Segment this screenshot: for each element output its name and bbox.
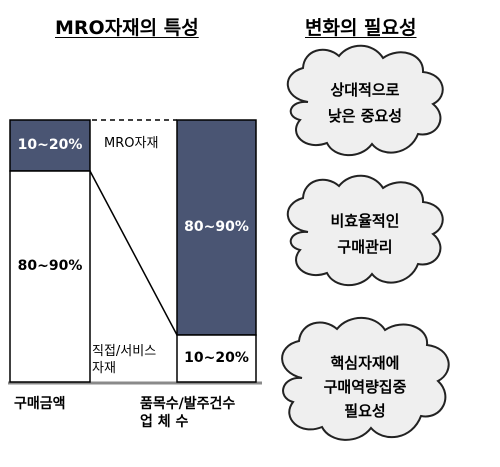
right-bar-bottom-segment (176, 334, 257, 383)
direct-service-label-line2: 자재 (92, 361, 116, 376)
cloud-1-line-1: 상대적으로 (330, 81, 400, 99)
heading-need-for-change: 변화의 필요성 (305, 17, 417, 39)
cloud-2-line-2: 구매관리 (337, 238, 393, 256)
right-axis-label-line2: 업 체 수 (140, 414, 189, 430)
left-bar-top-segment (9, 119, 91, 172)
left-bar-top-value: 10~20% (17, 137, 83, 153)
right-bar-top-value: 80~90% (184, 219, 249, 235)
left-bar-bottom-value: 80~90% (17, 258, 83, 274)
cloud-3-line-3: 필요성 (344, 402, 386, 420)
right-axis-label-line1: 품목수/발주건수 (140, 396, 236, 412)
cloud-shape-1 (286, 44, 444, 157)
cloud-shape-2 (286, 174, 444, 287)
cloud-1-line-2: 낮은 중요성 (327, 107, 403, 125)
cloud-3-line-1: 핵심자재에 (330, 354, 400, 372)
heading-mro-characteristics: MRO자재의 특성 (55, 17, 199, 39)
direct-service-label-line1: 직접/서비스 (92, 344, 157, 359)
right-bar-bottom-value: 10~20% (184, 350, 249, 366)
cloud-2-line-1: 비효율적인 (330, 212, 400, 230)
left-axis-label: 구매금액 (14, 396, 66, 412)
right-bar-top-segment (176, 119, 257, 336)
left-bar-bottom-segment (9, 170, 91, 383)
connector-diagonal (89, 170, 178, 336)
mro-material-label: MRO자재 (104, 136, 159, 151)
cloud-3-line-2: 구매역량집중 (323, 378, 407, 396)
cloud-shape-3 (281, 316, 450, 441)
